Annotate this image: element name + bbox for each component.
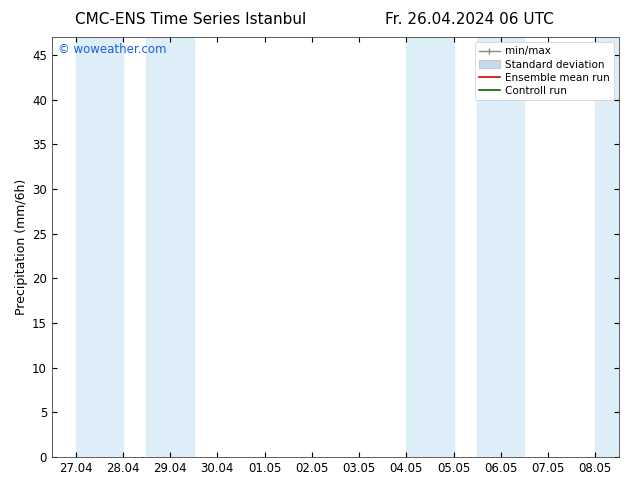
Y-axis label: Precipitation (mm/6h): Precipitation (mm/6h) [15, 179, 28, 315]
Text: Fr. 26.04.2024 06 UTC: Fr. 26.04.2024 06 UTC [385, 12, 553, 27]
Bar [406, 37, 453, 457]
Text: CMC-ENS Time Series Istanbul: CMC-ENS Time Series Istanbul [75, 12, 306, 27]
Bar [477, 37, 524, 457]
Text: © woweather.com: © woweather.com [58, 43, 166, 56]
Bar [146, 37, 193, 457]
Bar [75, 37, 123, 457]
Bar [595, 37, 624, 457]
Legend: min/max, Standard deviation, Ensemble mean run, Controll run: min/max, Standard deviation, Ensemble me… [475, 42, 614, 100]
